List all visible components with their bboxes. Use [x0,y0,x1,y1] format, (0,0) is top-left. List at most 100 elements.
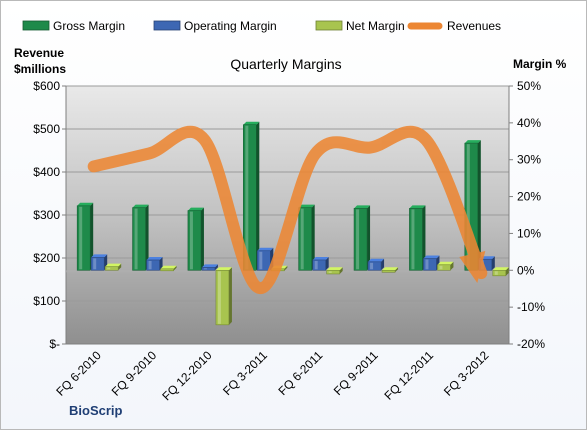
bar-gross-margin [353,205,371,271]
x-tick-label: FQ 12-2011 [382,348,437,403]
bar-side [422,205,426,271]
bar-face [160,268,174,272]
bar-side [325,256,329,271]
bar-highlight [245,125,249,270]
bar-side [491,256,495,271]
bar-face [76,205,91,271]
bar-highlight [259,251,263,270]
bar-top [243,121,260,125]
bar-highlight [439,265,443,270]
legend-label: Gross Margin [53,19,125,33]
brand-label: BioScrip [69,403,123,418]
bar-gross-margin [243,121,260,271]
bar-face [298,207,312,271]
bar-highlight [134,208,138,270]
bar-face [381,269,396,273]
y-left-tick-label: $100 [33,294,60,308]
bar-side [228,267,232,325]
chart-title: Quarterly Margins [230,56,341,72]
bar-face [257,250,271,271]
legend-item-gross-margin: Gross Margin [22,19,125,33]
bar-side [505,267,509,276]
bar-highlight [466,144,470,270]
bar-side [339,267,343,274]
bar-top [312,256,329,260]
bar-operating-margin [367,258,385,271]
y-right-tick-label: -20% [517,337,545,351]
legend-label: Net Margin [346,19,405,33]
bar-operating-margin [146,256,163,271]
bar-highlight [203,268,207,270]
bar-net-margin [381,267,399,273]
bar-side [214,264,218,271]
bar-highlight [328,271,332,273]
x-tick-label: FQ 6-2010 [53,348,104,399]
legend-label: Revenues [447,19,501,33]
bar-side [200,207,204,271]
bar-face [367,261,382,271]
y-left-tick-label: $- [49,337,60,351]
bar-side [256,121,260,271]
bar-side [159,256,163,271]
bar-face [492,269,507,277]
bar-top [368,258,385,262]
y-right-tick-label: 10% [517,226,541,240]
bar-highlight [356,209,360,270]
bar-face [132,207,146,271]
revenues-line [87,125,488,295]
bar-side [311,204,315,271]
bar-highlight [79,206,83,270]
bar-face [215,269,230,326]
bar-side [118,263,122,271]
bar-highlight [148,260,152,270]
bar-gross-margin [298,204,315,271]
bar-operating-margin [201,264,218,271]
plot-area: $600 $500 $400 $300 $200 $100 $- 50% 40% 30% 20% 10… [33,79,545,403]
y-right-tick-label: 50% [517,79,541,93]
bar-highlight [494,271,498,275]
legend-item-net-margin: Net Margin [315,19,405,33]
bar-top [423,255,440,259]
bar-top [409,205,426,209]
x-tick-label: FQ 3-2011 [220,348,270,398]
legend: Gross Margin Operating Margin Net Margin Re… [22,19,501,33]
legend-item-operating-margin: Operating Margin [153,19,277,33]
y-right-tick-label: 0% [517,263,535,277]
bar-highlight [314,260,318,270]
bar-operating-margin [312,256,329,271]
bar-face [104,266,119,271]
bar-top [146,256,163,260]
bar-top [437,261,454,265]
bar-side [395,267,399,273]
y-left-axis-label-line1: Revenue [14,46,64,60]
bar-face [90,257,105,271]
bar-top [105,263,122,267]
y-left-tick-label: $400 [33,165,60,179]
x-tick-label: FQ 3-2012 [441,348,492,399]
bar-net-margin [215,267,232,326]
bar-side [90,202,94,271]
bar-top [201,264,218,268]
zero-floor [66,270,509,273]
bar-gross-margin [76,202,94,271]
bar-top [187,207,204,211]
bar-face [146,259,160,271]
bar-top [464,140,481,144]
bar-net-margin [492,267,509,277]
bar-face [312,259,326,271]
bar-highlight [411,209,415,270]
bar-top [77,202,94,206]
y-right-tick-label: 40% [517,116,541,130]
bar-face [187,210,202,271]
revenues-arrowhead [459,251,486,284]
bar-highlight [217,271,221,324]
bar-side [367,205,371,271]
bar-highlight [425,259,429,270]
bar-highlight [370,262,374,270]
bar-top [160,265,177,269]
bar-top [215,267,232,271]
bar-side [145,204,149,271]
y-right-tick-label: 30% [517,153,541,167]
bar-operating-margin [423,255,440,271]
